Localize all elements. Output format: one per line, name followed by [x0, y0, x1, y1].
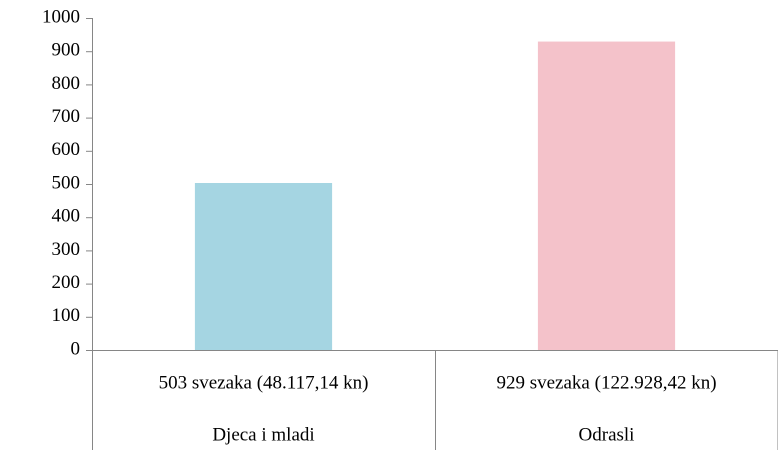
y-tick-label: 500 [52, 172, 81, 193]
bar [537, 41, 676, 351]
y-tick-label: 100 [52, 305, 81, 326]
x-tick-label: 929 svezaka (122.928,42 kn) [496, 372, 716, 393]
y-tick-label: 700 [52, 106, 81, 127]
group-label: Djeca i mladi [212, 424, 314, 445]
y-tick-label: 1000 [42, 6, 80, 27]
y-tick-label: 600 [52, 139, 81, 160]
y-tick-label: 400 [52, 206, 81, 227]
y-tick-label: 200 [52, 272, 81, 293]
x-tick-label: 503 svezaka (48.117,14 kn) [159, 372, 369, 393]
y-tick-label: 0 [71, 338, 81, 359]
group-label: Odrasli [579, 424, 635, 445]
y-tick-label: 300 [52, 239, 81, 260]
bar [194, 183, 333, 350]
y-tick-label: 900 [52, 40, 81, 61]
y-tick-label: 800 [52, 73, 81, 94]
